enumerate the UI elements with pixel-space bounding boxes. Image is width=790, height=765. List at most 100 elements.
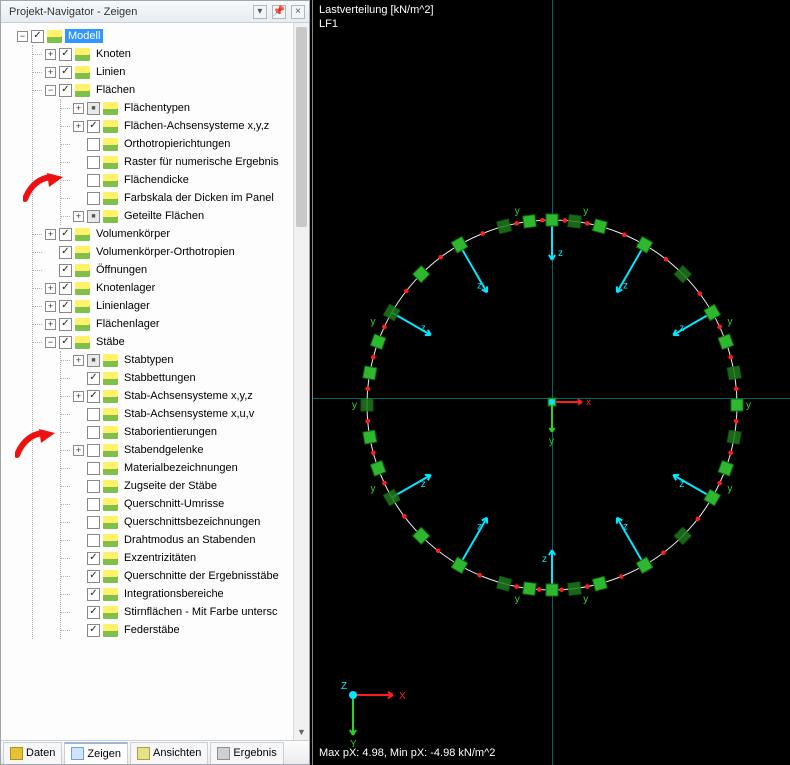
tree-item-linien[interactable]: Linien <box>93 65 128 79</box>
pencil-icon <box>102 605 118 619</box>
tab-ansichten[interactable]: Ansichten <box>130 742 208 764</box>
tree-item[interactable]: Integrationsbereiche <box>121 587 227 601</box>
tree-item[interactable]: Volumenkörper <box>93 227 173 241</box>
checkbox[interactable] <box>87 462 100 475</box>
tree-item[interactable]: Querschnitte der Ergebnisstäbe <box>121 569 282 583</box>
tree-item-staebe[interactable]: Stäbe <box>93 335 128 349</box>
tab-zeigen[interactable]: Zeigen <box>64 742 128 764</box>
checkbox[interactable] <box>59 246 72 259</box>
tree-item[interactable]: Linienlager <box>93 299 153 313</box>
tree-item[interactable]: Stabtypen <box>121 353 177 367</box>
tree-item[interactable]: Stabendgelenke <box>121 443 207 457</box>
expander-icon[interactable]: + <box>73 445 84 456</box>
tree-item[interactable]: Querschnittsbezeichnungen <box>121 515 263 529</box>
checkbox[interactable] <box>59 282 72 295</box>
checkbox[interactable] <box>87 516 100 529</box>
checkbox[interactable] <box>59 318 72 331</box>
checkbox[interactable] <box>87 498 100 511</box>
model-viewport[interactable]: Lastverteilung [kN/m^2] LF1 Max pX: 4.98… <box>312 0 790 765</box>
checkbox[interactable] <box>87 102 100 115</box>
expander-icon[interactable]: − <box>17 31 28 42</box>
scroll-thumb[interactable] <box>296 27 307 227</box>
checkbox[interactable] <box>87 534 100 547</box>
tree-item[interactable]: Flächentypen <box>121 101 193 115</box>
checkbox[interactable] <box>87 408 100 421</box>
tree-item-flaechen[interactable]: Flächen <box>93 83 138 97</box>
expander-icon[interactable]: + <box>73 391 84 402</box>
checkbox[interactable] <box>87 390 100 403</box>
tree-item[interactable]: Querschnitt-Umrisse <box>121 497 227 511</box>
checkbox[interactable] <box>59 300 72 313</box>
tree-item[interactable]: Orthotropierichtungen <box>121 137 233 151</box>
expander-icon[interactable]: + <box>45 49 56 60</box>
checkbox[interactable] <box>87 444 100 457</box>
checkbox[interactable] <box>87 480 100 493</box>
tree-item[interactable]: Raster für numerische Ergebnis <box>121 155 282 169</box>
expander-icon[interactable]: + <box>45 301 56 312</box>
tree-item[interactable]: Drahtmodus an Stabenden <box>121 533 258 547</box>
tree-item[interactable]: Volumenkörper-Orthotropien <box>93 245 238 259</box>
pencil-icon <box>102 623 118 637</box>
tree-item[interactable]: Stab-Achsensysteme x,u,v <box>121 407 257 421</box>
vertical-scrollbar[interactable]: ▲ ▼ <box>293 23 309 740</box>
tree-root-modell[interactable]: Modell <box>65 29 103 43</box>
tree-item[interactable]: Materialbezeichnungen <box>121 461 241 475</box>
checkbox[interactable] <box>87 372 100 385</box>
checkbox[interactable] <box>87 210 100 223</box>
checkbox[interactable] <box>59 228 72 241</box>
checkbox[interactable] <box>87 354 100 367</box>
tree-item[interactable]: Geteilte Flächen <box>121 209 207 223</box>
tree-item[interactable]: Stabbettungen <box>121 371 199 385</box>
scroll-down-icon[interactable]: ▼ <box>294 724 309 740</box>
expander-icon[interactable]: − <box>45 85 56 96</box>
expander-icon[interactable]: + <box>45 229 56 240</box>
checkbox[interactable] <box>87 426 100 439</box>
checkbox[interactable] <box>87 174 100 187</box>
checkbox[interactable] <box>87 570 100 583</box>
checkbox[interactable] <box>59 48 72 61</box>
checkbox[interactable] <box>87 156 100 169</box>
expander-icon[interactable]: + <box>73 121 84 132</box>
checkbox[interactable] <box>59 84 72 97</box>
tab-ergebnis[interactable]: Ergebnis <box>210 742 283 764</box>
tree-item[interactable]: Öffnungen <box>93 263 150 277</box>
tree-item[interactable]: Stirnflächen - Mit Farbe untersc <box>121 605 280 619</box>
checkbox[interactable] <box>59 264 72 277</box>
tree-item[interactable]: Exzentrizitäten <box>121 551 199 565</box>
expander-icon[interactable]: + <box>45 319 56 330</box>
tree-item[interactable]: Stab-Achsensysteme x,y,z <box>121 389 256 403</box>
checkbox[interactable] <box>87 120 100 133</box>
close-icon[interactable]: × <box>291 5 305 19</box>
checkbox[interactable] <box>87 606 100 619</box>
tree-item[interactable]: Flächenlager <box>93 317 163 331</box>
checkbox[interactable] <box>87 192 100 205</box>
tab-label: Zeigen <box>87 748 121 760</box>
checkbox[interactable] <box>59 66 72 79</box>
svg-text:Y: Y <box>350 739 357 750</box>
checkbox[interactable] <box>59 336 72 349</box>
checkbox[interactable] <box>87 138 100 151</box>
expander-icon[interactable]: + <box>73 211 84 222</box>
pin-icon[interactable]: 📌 <box>272 5 286 19</box>
tree-item[interactable]: Flächendicke <box>121 173 192 187</box>
expander-icon[interactable]: + <box>45 283 56 294</box>
expander-icon[interactable]: + <box>45 67 56 78</box>
tree-item-knoten[interactable]: Knoten <box>93 47 134 61</box>
results-icon <box>217 747 230 760</box>
pencil-icon <box>102 155 118 169</box>
expander-icon[interactable]: + <box>73 355 84 366</box>
checkbox[interactable] <box>87 588 100 601</box>
tree-item[interactable]: Zugseite der Stäbe <box>121 479 220 493</box>
tree-item[interactable]: Farbskala der Dicken im Panel <box>121 191 277 205</box>
panel-dropdown-icon[interactable]: ▾ <box>253 5 267 19</box>
tree-item[interactable]: Flächen-Achsensysteme x,y,z <box>121 119 272 133</box>
expander-icon[interactable]: − <box>45 337 56 348</box>
checkbox[interactable] <box>31 30 44 43</box>
tree-item[interactable]: Knotenlager <box>93 281 158 295</box>
tree-item[interactable]: Staborientierungen <box>121 425 220 439</box>
checkbox[interactable] <box>87 552 100 565</box>
tree-item[interactable]: Federstäbe <box>121 623 183 637</box>
checkbox[interactable] <box>87 624 100 637</box>
tab-daten[interactable]: Daten <box>3 742 62 764</box>
expander-icon[interactable]: + <box>73 103 84 114</box>
